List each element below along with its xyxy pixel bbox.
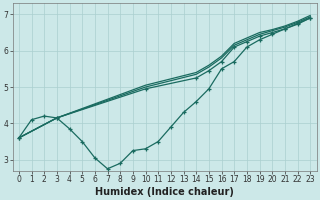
X-axis label: Humidex (Indice chaleur): Humidex (Indice chaleur): [95, 187, 234, 197]
